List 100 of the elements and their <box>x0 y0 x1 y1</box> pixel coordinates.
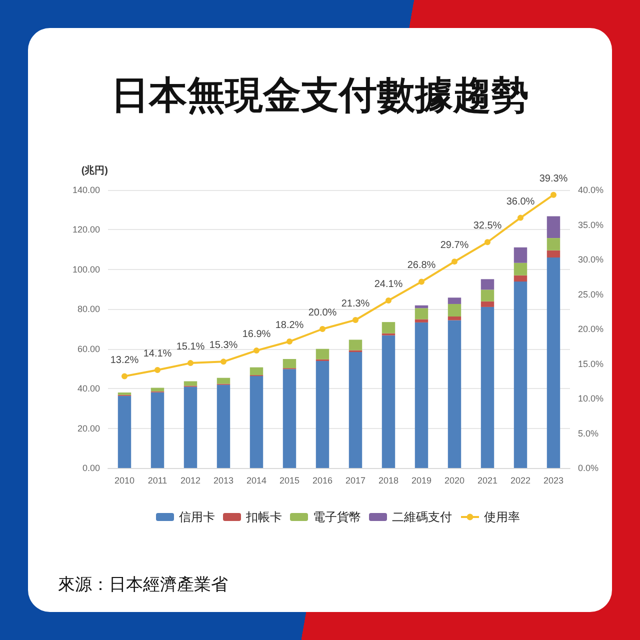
x-tick-label: 2018 <box>378 476 399 486</box>
x-tick-label: 2023 <box>543 476 564 486</box>
point <box>154 367 160 374</box>
bar <box>480 301 494 307</box>
y2-tick-label: 40.0% <box>578 185 604 195</box>
y2-tick-label: 10.0% <box>578 394 604 404</box>
bar <box>414 308 428 320</box>
bar <box>448 304 462 316</box>
bar <box>480 290 494 302</box>
bar <box>316 348 330 360</box>
bar <box>514 247 528 263</box>
bar <box>250 367 264 376</box>
point <box>386 298 392 304</box>
point <box>254 348 260 354</box>
bar <box>216 378 230 384</box>
bar <box>282 369 296 468</box>
x-tick-label: 2014 <box>246 476 267 486</box>
point <box>484 239 490 246</box>
data-label: 24.1% <box>374 279 403 290</box>
y2-tick-label: 30.0% <box>578 254 604 264</box>
y2-tick-label: 20.0% <box>578 324 604 334</box>
x-tick-label: 2021 <box>477 476 498 486</box>
x-tick-label: 2012 <box>180 476 201 486</box>
bar <box>150 392 164 468</box>
chart-title: 日本無現金支付數據趨勢 <box>110 72 530 119</box>
bar <box>414 322 428 468</box>
y-tick-label: 140.00 <box>72 185 100 195</box>
bar <box>184 386 198 468</box>
point <box>452 258 458 265</box>
bar <box>546 250 560 258</box>
data-label: 36.0% <box>506 196 535 208</box>
data-label: 20.0% <box>308 308 337 318</box>
bar <box>546 216 560 238</box>
bar <box>348 340 362 350</box>
x-tick-label: 2019 <box>411 476 432 486</box>
point <box>352 316 358 323</box>
x-tick-label: 2017 <box>345 476 366 486</box>
y-tick-label: 60.00 <box>77 344 100 354</box>
y-tick-label: 20.00 <box>77 423 100 434</box>
x-tick-label: 2016 <box>312 476 333 486</box>
point <box>286 338 292 345</box>
bar <box>448 298 462 304</box>
bar <box>348 352 362 468</box>
x-tick-label: 2011 <box>148 476 168 486</box>
bar <box>282 358 296 368</box>
bar <box>184 381 198 386</box>
bar <box>480 279 494 290</box>
y-tick-label: 0.00 <box>82 463 100 473</box>
point <box>518 214 524 221</box>
bar <box>414 319 428 322</box>
data-label: 29.7% <box>440 240 469 252</box>
data-label: 15.3% <box>209 340 238 352</box>
data-label: 13.2% <box>110 354 139 366</box>
bar <box>150 388 164 392</box>
x-tick-label: 2020 <box>444 476 465 486</box>
x-tick-label: 2015 <box>279 476 300 486</box>
bar <box>514 262 528 276</box>
y2-tick-label: 15.0% <box>578 358 604 369</box>
point <box>418 278 424 285</box>
legend-label: 使用率 <box>484 510 520 524</box>
y-tick-label: 100.00 <box>72 264 100 274</box>
y-tick-label: 80.00 <box>77 304 100 314</box>
legend-label: 扣帳卡 <box>245 510 282 524</box>
point <box>220 358 226 365</box>
bar <box>514 275 528 282</box>
data-label: 15.1% <box>176 342 205 353</box>
bar <box>250 376 264 468</box>
data-label: 39.3% <box>539 173 568 184</box>
y2-tick-label: 35.0% <box>578 220 604 230</box>
y-tick-label: 40.00 <box>77 384 100 394</box>
y-tick-label: 120.00 <box>72 224 100 235</box>
bar <box>216 384 230 468</box>
point <box>550 192 556 198</box>
bar <box>316 360 330 468</box>
data-label: 14.1% <box>143 348 172 360</box>
bar <box>448 316 462 320</box>
data-label: 21.3% <box>341 298 370 310</box>
data-label: 32.5% <box>473 220 502 232</box>
x-tick-label: 2013 <box>213 476 234 486</box>
y2-tick-label: 5.0% <box>578 428 599 438</box>
bar <box>546 238 560 250</box>
bar <box>480 306 494 468</box>
point <box>122 373 128 380</box>
data-label: 18.2% <box>275 320 304 332</box>
legend-label: 電子貨幣 <box>313 510 361 524</box>
x-tick-label: 2022 <box>510 476 531 486</box>
data-label: 26.8% <box>407 260 436 272</box>
bar <box>382 335 396 468</box>
bar <box>448 320 462 468</box>
bar <box>546 258 560 468</box>
y2-tick-label: 25.0% <box>578 289 604 300</box>
data-label: 16.9% <box>242 329 271 340</box>
bar <box>118 396 132 468</box>
point <box>320 326 326 332</box>
legend-label: 二維碼支付 <box>392 510 452 524</box>
legend-label: 信用卡 <box>179 510 215 524</box>
bar <box>514 282 528 468</box>
point <box>188 360 194 366</box>
bar <box>382 322 396 334</box>
text: 來源：日本經濟產業省 <box>58 574 228 596</box>
